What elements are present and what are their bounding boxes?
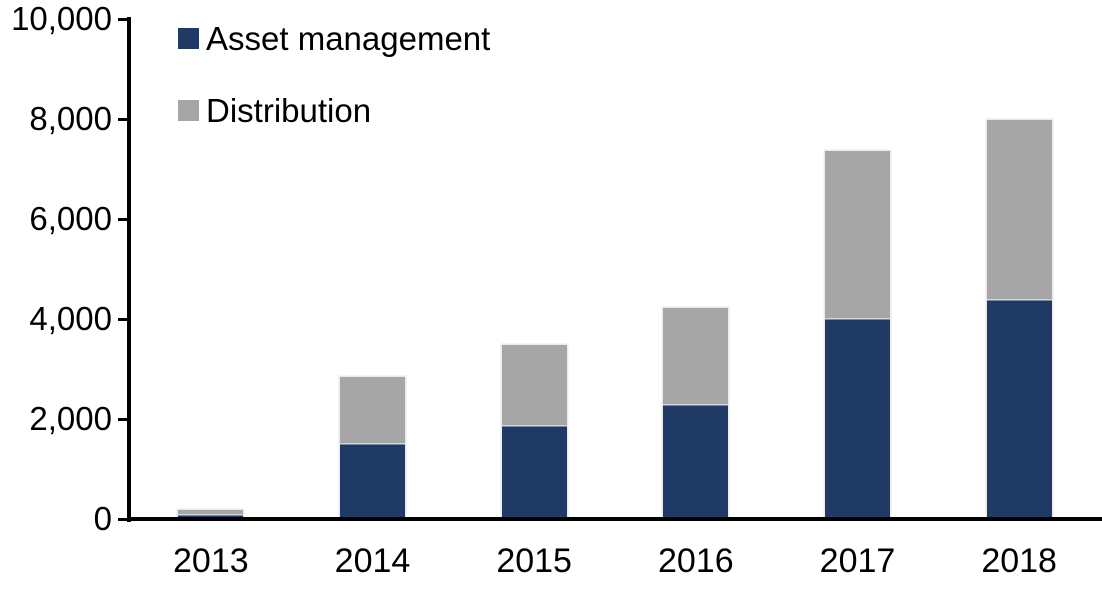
legend-swatch-asset-management xyxy=(178,28,199,49)
bar-2016-distribution-segment xyxy=(663,307,729,404)
x-axis-line xyxy=(127,517,1102,521)
y-axis-tick-mark xyxy=(118,117,130,121)
legend-item-distribution: Distribution xyxy=(178,92,490,129)
y-axis-tick-mark xyxy=(118,17,130,21)
x-tick-label-2015: 2015 xyxy=(496,542,572,580)
x-tick-label-2018: 2018 xyxy=(981,542,1057,580)
y-tick-label: 2,000 xyxy=(29,400,112,437)
y-tick-label: 6,000 xyxy=(29,200,112,237)
bar-2016-asset-management-segment xyxy=(663,404,729,519)
y-axis-tick-mark xyxy=(118,217,130,221)
bar-2014-distribution-segment xyxy=(340,376,405,443)
legend-item-asset-management: Asset management xyxy=(178,20,490,57)
legend-swatch-distribution xyxy=(178,100,199,121)
bar-2018-distribution-segment xyxy=(986,120,1052,299)
y-axis-line xyxy=(127,17,131,522)
bar-2015-asset-management-segment xyxy=(501,424,567,519)
x-tick-label-2013: 2013 xyxy=(173,542,249,580)
y-tick-label: 0 xyxy=(93,500,112,537)
bar-2015-distribution-segment xyxy=(501,345,567,425)
bar-2018-asset-management-segment xyxy=(986,299,1052,519)
legend-label: Asset management xyxy=(206,19,491,57)
x-tick-label-2016: 2016 xyxy=(658,542,734,580)
bar-2017-asset-management-segment xyxy=(825,317,890,519)
legend: Asset management Distribution xyxy=(178,20,490,171)
bar-2014-asset-management-segment xyxy=(340,443,405,519)
bar-2017-distribution-segment xyxy=(825,150,890,318)
bar-2013-distribution-segment xyxy=(178,509,244,514)
legend-label: Distribution xyxy=(206,91,372,129)
y-tick-label: 10,000 xyxy=(11,0,112,37)
y-axis-tick-mark xyxy=(118,417,130,421)
bar-2013-asset-management-segment xyxy=(178,514,244,519)
x-tick-label-2017: 2017 xyxy=(819,542,896,580)
y-tick-label: 8,000 xyxy=(29,100,112,137)
y-axis-tick-mark xyxy=(118,517,130,521)
y-tick-label: 4,000 xyxy=(29,300,112,337)
x-tick-label-2014: 2014 xyxy=(334,542,411,580)
y-axis-tick-mark xyxy=(118,317,130,321)
